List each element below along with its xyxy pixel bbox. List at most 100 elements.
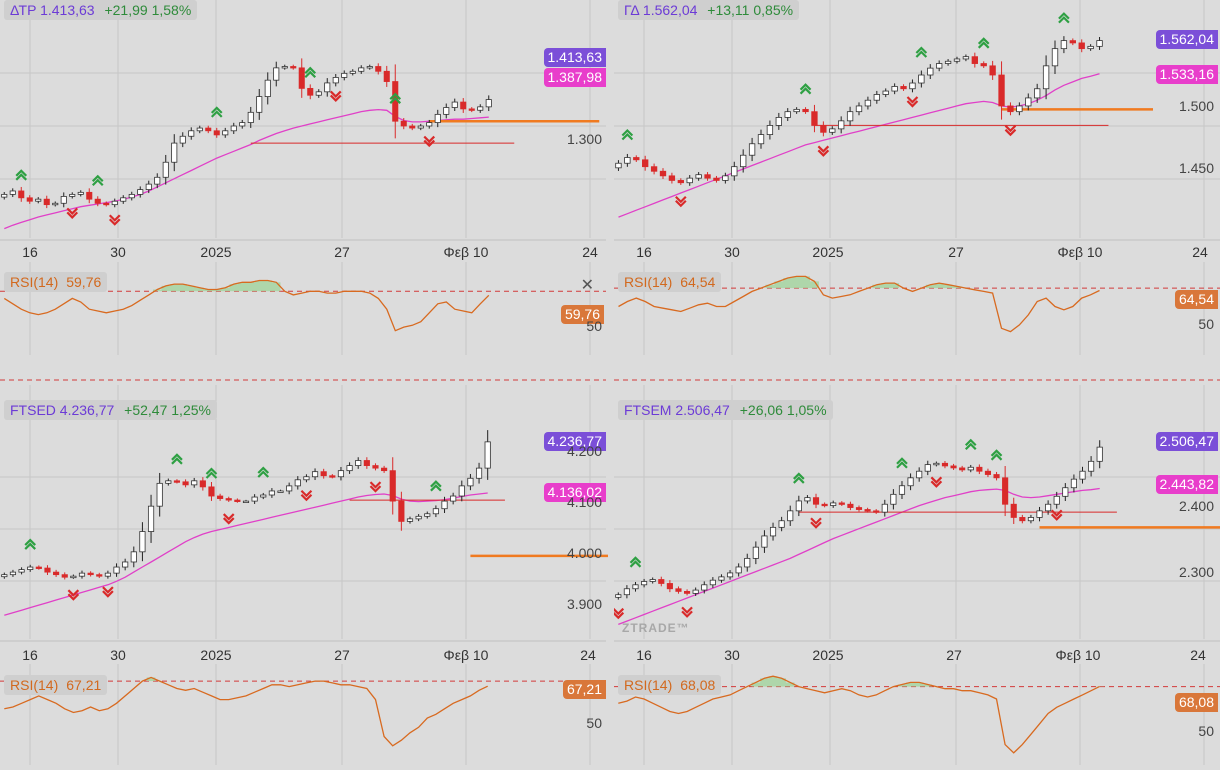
- buy-signal-arrow: [964, 438, 977, 451]
- candle-body: [1051, 48, 1059, 67]
- buy-signal-arrow: [210, 106, 223, 118]
- chart-panel-ftsem[interactable]: FTSEM 2.506,47 +26,06 1,05% 2.506,47 2.4…: [614, 385, 1220, 770]
- y-tick: 4.200: [566, 443, 602, 459]
- x-tick: 27: [946, 647, 962, 663]
- x-tick: Φεβ 10: [443, 647, 489, 663]
- candle-body: [217, 495, 224, 499]
- candle-body: [162, 161, 169, 178]
- chart-canvas[interactable]: [614, 385, 1220, 770]
- candle-body: [349, 70, 356, 74]
- candle-body: [1019, 517, 1026, 522]
- symbol-name: FTSED: [10, 402, 56, 418]
- sell-signal-arrow: [102, 586, 114, 598]
- candle-body: [1069, 40, 1076, 44]
- candle-body: [460, 101, 467, 110]
- candle-body: [864, 99, 872, 107]
- candle-body: [735, 566, 742, 574]
- candle-body: [363, 460, 370, 466]
- candle-body: [69, 193, 76, 197]
- candle-body: [944, 60, 952, 64]
- candle-body: [740, 154, 747, 168]
- buy-signal-arrow: [629, 556, 642, 568]
- x-tick: 30: [110, 647, 126, 663]
- candle-body: [213, 130, 220, 136]
- sell-signal-arrow: [300, 489, 313, 502]
- candle-body: [1, 574, 8, 578]
- chart-panel-gd[interactable]: ΓΔ 1.562,04 +13,11 0,85% 1.562,04 1.533,…: [614, 0, 1220, 385]
- candle-body: [641, 581, 648, 586]
- rsi-tag: 68,08: [1174, 693, 1218, 712]
- candle-body: [70, 575, 77, 579]
- ma-value-tag: 1.387,98: [543, 68, 606, 87]
- candle-body: [927, 67, 934, 76]
- candle-body: [692, 589, 699, 594]
- chart-canvas[interactable]: [614, 0, 1220, 385]
- buy-signal-arrow: [15, 169, 28, 181]
- buy-signal-arrow: [304, 66, 317, 79]
- candle-body: [686, 177, 693, 184]
- candle-body: [1016, 105, 1023, 113]
- x-tick: 16: [22, 244, 38, 260]
- candle-body: [389, 470, 396, 502]
- candle-body: [145, 183, 152, 190]
- candle-body: [1078, 42, 1085, 50]
- chart-canvas[interactable]: [0, 0, 608, 385]
- rsi-label: RSI(14) 68,08: [618, 675, 722, 695]
- buy-signal-arrow: [799, 83, 812, 95]
- candle-body: [196, 127, 203, 132]
- x-tick: Φεβ 10: [1057, 244, 1103, 260]
- x-tick: 24: [1192, 244, 1208, 260]
- x-tick: 30: [724, 647, 740, 663]
- candle-body: [1010, 503, 1017, 518]
- chart-canvas[interactable]: [0, 385, 608, 770]
- buy-signal-arrow: [1058, 12, 1070, 24]
- rsi-overbought-fill: [751, 676, 1104, 687]
- candle-body: [941, 462, 949, 467]
- x-tick: 27: [948, 244, 964, 260]
- candle-body: [113, 566, 120, 574]
- buy-signal-arrow: [990, 449, 1003, 461]
- candle-body: [838, 502, 845, 505]
- candle-body: [1087, 45, 1094, 50]
- rsi-overbought-fill: [153, 280, 281, 292]
- ma-value-tag: 4.136,02: [543, 483, 606, 502]
- ma-line: [618, 73, 1100, 218]
- chart-panel-ftsed[interactable]: FTSED 4.236,77 +52,47 1,25% 4.236,77 4.1…: [0, 385, 608, 770]
- candle-body: [173, 480, 181, 483]
- candle-body: [1088, 460, 1095, 472]
- candle-body: [624, 157, 631, 164]
- y-tick: 2.400: [1178, 498, 1214, 514]
- candle-body: [467, 477, 474, 487]
- last-price-tag: 4.236,77: [543, 432, 606, 451]
- y-tick: 4.000: [566, 545, 602, 561]
- sell-signal-arrow: [369, 481, 382, 493]
- rsi-label: RSI(14) 67,21: [4, 675, 108, 695]
- candle-body: [642, 159, 649, 168]
- watermark: ZTRADE™: [622, 621, 690, 635]
- candle-body: [976, 466, 983, 472]
- buy-signal-arrow: [389, 92, 402, 104]
- y-tick: 3.900: [566, 596, 602, 612]
- chart-panel-dtr[interactable]: ΔΤΡ 1.413,63 +21,99 1,58% 1.413,63 1.387…: [0, 0, 608, 385]
- candle-body: [962, 56, 970, 60]
- candle-body: [659, 170, 667, 177]
- symbol-name: FTSEM: [624, 402, 672, 418]
- candle-body: [286, 485, 293, 492]
- candle-body: [668, 175, 676, 181]
- sell-signal-arrow: [614, 607, 625, 620]
- x-tick: 27: [334, 244, 350, 260]
- close-icon[interactable]: ✕: [580, 277, 594, 294]
- candle-body: [165, 480, 172, 484]
- candle-body: [485, 99, 492, 108]
- candle-body: [1027, 517, 1034, 522]
- candle-body: [260, 494, 267, 498]
- candle-body: [381, 467, 388, 472]
- candle-body: [1, 193, 8, 198]
- candle-body: [936, 63, 943, 69]
- candle-body: [1034, 88, 1041, 99]
- candle-body: [846, 111, 854, 122]
- candle-body: [989, 65, 996, 76]
- candle-body: [916, 470, 923, 479]
- candle-body: [802, 108, 809, 113]
- candle-body: [324, 82, 331, 93]
